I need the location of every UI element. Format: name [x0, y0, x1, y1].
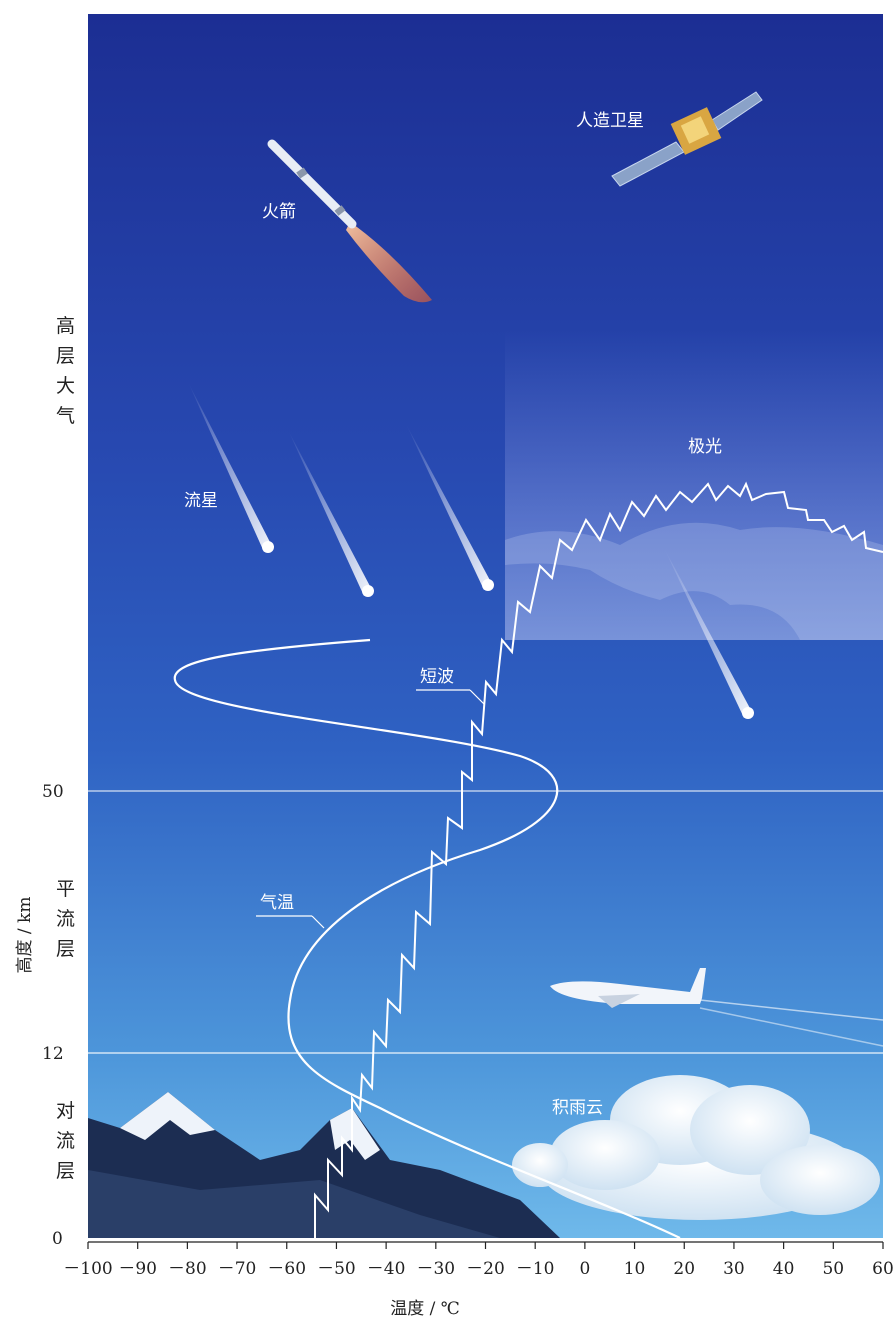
rocket-icon — [267, 139, 432, 303]
shortwave-curve — [314, 481, 884, 1238]
x-tick-label: －60 — [267, 1259, 306, 1279]
stratosphere-label: 平 流 层 — [56, 878, 75, 960]
temperature-label: 气温 — [260, 893, 294, 913]
meteor-1 — [188, 382, 272, 552]
x-tick-label: －70 — [218, 1259, 257, 1279]
svg-text:流: 流 — [56, 908, 75, 930]
svg-text:高: 高 — [56, 315, 75, 337]
y-tick-12: 12 — [42, 1044, 64, 1064]
x-tick-label: 40 — [773, 1259, 795, 1279]
x-tick-label: －50 — [317, 1259, 356, 1279]
x-axis-label: 温度 / ℃ — [390, 1299, 460, 1319]
x-tick-label: －90 — [118, 1259, 157, 1279]
temperature-leader-tick — [311, 915, 325, 929]
x-tick-label: －100 — [63, 1259, 112, 1279]
cumulonimbus-cloud — [512, 1075, 880, 1220]
upper-atmosphere-label: 高 层 大 气 — [56, 315, 75, 427]
x-tick-label: 30 — [723, 1259, 745, 1279]
y-tick-0: 0 — [52, 1229, 63, 1249]
x-tick-label: －20 — [466, 1259, 505, 1279]
cumulonimbus-label: 积雨云 — [552, 1098, 603, 1118]
x-tick-label: 10 — [624, 1259, 646, 1279]
mountains-image — [88, 1092, 560, 1238]
meteor-2 — [288, 430, 372, 596]
meteor-group — [188, 382, 754, 719]
meteor-label: 流星 — [184, 491, 218, 511]
aurora-label: 极光 — [688, 437, 722, 457]
x-axis-ticks: －100 －90 －80 －70 －60 －50 －40 －30 －20 －10 0 10 20 30 40… — [63, 1242, 894, 1279]
svg-text:层: 层 — [56, 938, 75, 960]
meteor-3 — [406, 424, 492, 590]
svg-text:气: 气 — [56, 405, 75, 427]
svg-text:层: 层 — [56, 1160, 75, 1182]
satellite-label: 人造卫星 — [576, 111, 644, 131]
x-tick-label: 0 — [579, 1259, 590, 1279]
svg-text:大: 大 — [56, 375, 75, 397]
x-tick-label: 20 — [673, 1259, 695, 1279]
troposphere-label: 对 流 层 — [56, 1100, 75, 1182]
svg-text:平: 平 — [56, 878, 75, 900]
aurora-curtain — [505, 330, 883, 640]
x-tick-label: －40 — [367, 1259, 406, 1279]
shortwave-leader-tick — [469, 689, 485, 705]
shortwave-label: 短波 — [420, 667, 454, 687]
x-tick-label: －10 — [516, 1259, 555, 1279]
meteor-4 — [664, 548, 752, 718]
y-tick-50: 50 — [42, 782, 64, 802]
x-tick-label: －80 — [168, 1259, 207, 1279]
x-tick-label: 50 — [822, 1259, 844, 1279]
svg-text:流: 流 — [56, 1130, 75, 1152]
satellite-icon — [611, 91, 763, 187]
temperature-curve — [173, 638, 681, 1239]
svg-text:对: 对 — [56, 1100, 75, 1122]
x-tick-label: －30 — [416, 1259, 455, 1279]
rocket-label: 火箭 — [262, 202, 296, 222]
x-tick-label: 60 — [872, 1259, 894, 1279]
y-axis-label: 高度 / km — [15, 897, 35, 974]
svg-text:层: 层 — [56, 345, 75, 367]
airplane-icon — [550, 968, 884, 1047]
